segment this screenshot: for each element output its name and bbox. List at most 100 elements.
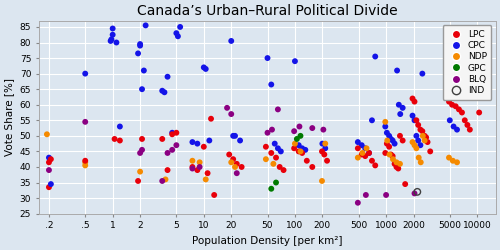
Point xyxy=(168,132,176,136)
Point xyxy=(395,103,403,107)
Point xyxy=(389,157,397,161)
Point xyxy=(290,129,298,133)
Point xyxy=(277,150,285,154)
Point xyxy=(455,108,463,112)
Point xyxy=(396,162,404,166)
Point xyxy=(296,124,304,128)
Point xyxy=(268,151,276,155)
Point xyxy=(410,100,418,103)
Point xyxy=(382,120,390,124)
Point xyxy=(291,59,299,63)
Point xyxy=(293,137,301,141)
Point xyxy=(268,187,276,191)
Point xyxy=(382,151,390,155)
Point xyxy=(414,190,422,194)
Point xyxy=(416,128,424,132)
Point xyxy=(388,154,396,158)
Point xyxy=(371,164,379,168)
Point xyxy=(408,96,416,100)
Point xyxy=(368,159,376,163)
Point xyxy=(371,54,379,58)
Point xyxy=(382,124,390,128)
Point xyxy=(194,142,202,146)
Point xyxy=(176,25,184,29)
Point xyxy=(136,151,144,155)
Point xyxy=(162,178,170,182)
Point xyxy=(202,67,209,71)
Point xyxy=(294,143,302,147)
Point xyxy=(227,39,235,43)
Point xyxy=(188,159,196,163)
Point xyxy=(238,165,246,169)
Point xyxy=(280,168,287,172)
Point xyxy=(368,118,376,122)
Point xyxy=(450,124,458,128)
Point xyxy=(384,138,392,142)
Point xyxy=(365,151,373,155)
Point xyxy=(354,146,362,150)
Y-axis label: Vote Share [%]: Vote Share [%] xyxy=(4,78,14,156)
Point xyxy=(420,138,428,142)
Point xyxy=(158,89,166,93)
Point xyxy=(448,103,456,107)
Point xyxy=(445,156,453,160)
Point xyxy=(236,138,244,142)
Point xyxy=(320,128,328,132)
Point xyxy=(464,123,471,127)
Point xyxy=(158,179,166,183)
Point xyxy=(475,110,483,114)
Point xyxy=(320,152,328,156)
Point xyxy=(204,171,212,175)
Point xyxy=(354,140,362,144)
Point xyxy=(270,162,278,166)
Point xyxy=(298,146,306,150)
Point xyxy=(272,180,280,184)
Point xyxy=(81,120,89,124)
Point xyxy=(194,168,202,172)
Point xyxy=(416,160,424,164)
Point xyxy=(412,134,420,138)
Point xyxy=(318,179,326,183)
Point xyxy=(229,134,237,138)
Point xyxy=(323,159,331,163)
Point xyxy=(418,129,426,133)
Point xyxy=(227,112,235,116)
Point xyxy=(210,193,218,197)
Point xyxy=(387,137,395,141)
Point xyxy=(392,160,400,164)
Point xyxy=(416,143,424,147)
Point xyxy=(408,140,416,144)
Point xyxy=(134,179,142,183)
Point xyxy=(321,146,329,150)
Point xyxy=(396,112,404,116)
Point xyxy=(168,131,176,135)
Point xyxy=(452,104,460,108)
Point xyxy=(108,26,116,30)
Point xyxy=(262,157,270,161)
Point xyxy=(414,138,422,142)
Point xyxy=(136,170,144,174)
Point xyxy=(385,134,393,138)
Point xyxy=(168,148,176,152)
Point xyxy=(81,72,89,76)
X-axis label: Population Density [per km²]: Population Density [per km²] xyxy=(192,236,342,246)
Point xyxy=(358,151,366,155)
Point xyxy=(398,106,406,110)
Point xyxy=(200,145,208,149)
Point xyxy=(401,182,409,186)
Point xyxy=(110,137,118,141)
Point xyxy=(361,154,369,158)
Point xyxy=(418,72,426,76)
Point xyxy=(268,82,276,86)
Point xyxy=(172,143,180,147)
Point xyxy=(108,38,116,42)
Point xyxy=(393,68,401,72)
Point xyxy=(412,118,420,122)
Point xyxy=(272,156,280,160)
Point xyxy=(81,160,89,164)
Point xyxy=(268,128,276,132)
Point xyxy=(47,182,55,186)
Point xyxy=(276,165,283,169)
Point xyxy=(410,118,418,122)
Point xyxy=(225,152,233,156)
